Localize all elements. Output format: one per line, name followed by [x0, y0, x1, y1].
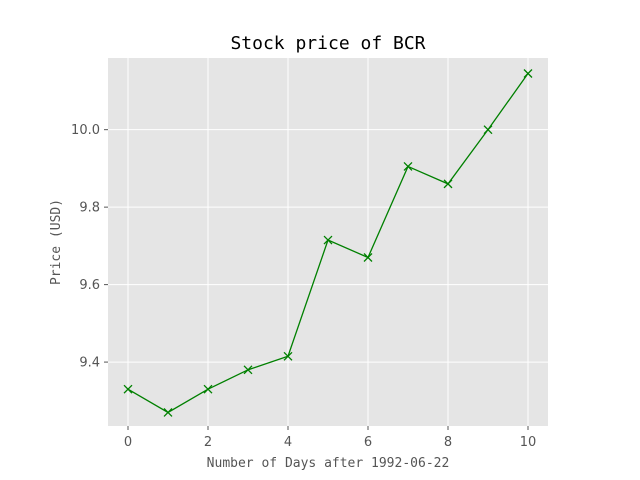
y-axis-label: Price (USD)	[49, 199, 64, 285]
data-point-marker	[323, 235, 333, 245]
grid-lines	[108, 58, 548, 426]
y-tick-label: 9.8	[79, 201, 100, 216]
data-point-marker	[483, 125, 493, 135]
data-point-marker	[243, 365, 253, 375]
axis-ticks: 0 2 4 6 8 10 9.4 9.6 9.8 10.0	[71, 123, 536, 450]
x-tick-label: 8	[444, 435, 452, 450]
data-point-marker	[203, 384, 213, 394]
data-point-marker	[163, 407, 173, 417]
series-layer	[123, 69, 533, 417]
x-tick-label: 6	[364, 435, 372, 450]
x-axis-label: Number of Days after 1992-06-22	[207, 456, 450, 471]
x-tick-label: 2	[204, 435, 212, 450]
data-point-marker	[123, 384, 133, 394]
chart-title: Stock price of BCR	[230, 33, 425, 54]
x-tick-label: 0	[124, 435, 132, 450]
y-tick-label: 9.4	[79, 356, 100, 371]
data-point-marker	[403, 162, 413, 171]
data-point-marker	[283, 351, 293, 361]
data-point-marker	[363, 253, 373, 262]
y-tick-label: 9.6	[79, 278, 100, 293]
x-tick-label: 10	[520, 435, 537, 450]
data-point-marker	[523, 69, 533, 78]
data-point-marker	[443, 179, 453, 189]
x-tick-label: 4	[284, 435, 292, 450]
y-tick-label: 10.0	[71, 123, 100, 138]
